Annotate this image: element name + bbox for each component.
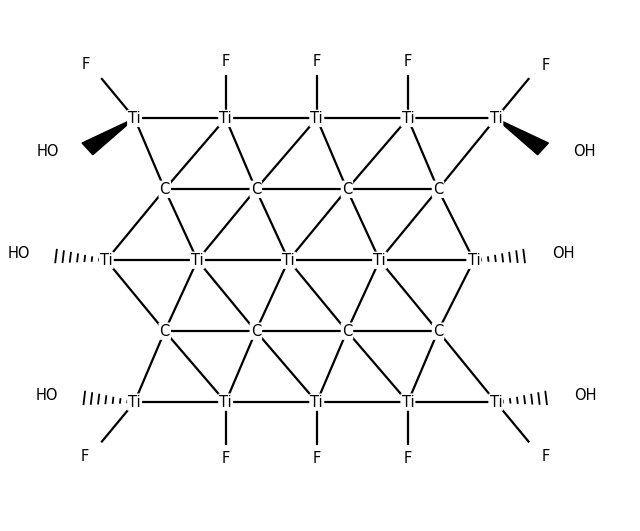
Text: Ti: Ti	[401, 395, 414, 409]
Text: Ti: Ti	[128, 395, 141, 409]
Text: Ti: Ti	[401, 111, 414, 126]
Text: Ti: Ti	[220, 395, 232, 409]
Text: OH: OH	[573, 144, 596, 159]
Text: C: C	[433, 182, 443, 197]
Text: F: F	[542, 58, 550, 73]
Text: Ti: Ti	[100, 253, 113, 268]
Text: Ti: Ti	[310, 395, 323, 409]
Text: F: F	[404, 54, 412, 69]
Text: C: C	[159, 324, 170, 339]
Text: Ti: Ti	[220, 111, 232, 126]
Text: F: F	[80, 449, 88, 464]
Text: OH: OH	[574, 388, 597, 404]
Text: Ti: Ti	[373, 253, 386, 268]
Text: Ti: Ti	[282, 253, 295, 268]
Text: F: F	[542, 449, 550, 464]
Polygon shape	[496, 118, 548, 155]
Text: C: C	[433, 324, 443, 339]
Text: C: C	[159, 182, 170, 197]
Text: C: C	[251, 324, 261, 339]
Text: C: C	[251, 182, 261, 197]
Text: Ti: Ti	[468, 253, 480, 268]
Text: Ti: Ti	[310, 111, 323, 126]
Text: F: F	[82, 57, 90, 72]
Text: Ti: Ti	[128, 111, 141, 126]
Text: Ti: Ti	[490, 111, 502, 126]
Text: F: F	[313, 451, 321, 466]
Text: C: C	[342, 324, 352, 339]
Text: Ti: Ti	[191, 253, 204, 268]
Text: HO: HO	[7, 246, 29, 261]
Text: F: F	[404, 451, 412, 466]
Text: C: C	[342, 182, 352, 197]
Text: F: F	[221, 451, 230, 466]
Text: F: F	[313, 54, 321, 69]
Text: F: F	[221, 54, 230, 69]
Text: OH: OH	[552, 246, 575, 261]
Polygon shape	[82, 118, 134, 155]
Text: HO: HO	[35, 388, 58, 404]
Text: HO: HO	[36, 144, 59, 159]
Text: Ti: Ti	[490, 395, 502, 409]
